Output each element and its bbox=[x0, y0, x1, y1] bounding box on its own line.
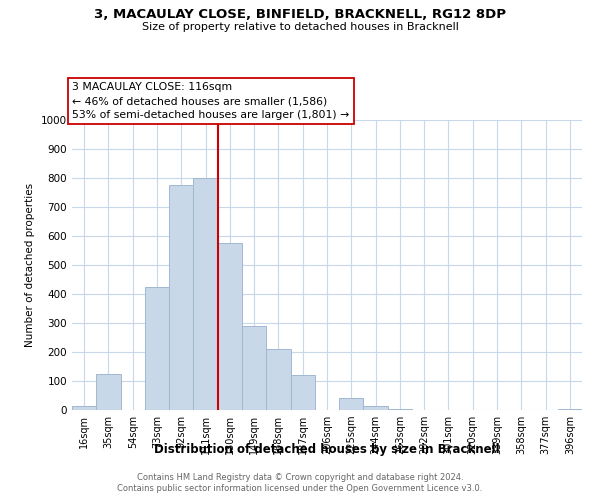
Bar bbox=[290, 375, 315, 410]
Text: 3, MACAULAY CLOSE, BINFIELD, BRACKNELL, RG12 8DP: 3, MACAULAY CLOSE, BINFIELD, BRACKNELL, … bbox=[94, 8, 506, 20]
Bar bbox=[145, 287, 169, 410]
Bar bbox=[96, 374, 121, 410]
Bar bbox=[364, 406, 388, 410]
Bar bbox=[266, 349, 290, 410]
Bar bbox=[169, 185, 193, 410]
Text: Contains public sector information licensed under the Open Government Licence v3: Contains public sector information licen… bbox=[118, 484, 482, 493]
Text: Size of property relative to detached houses in Bracknell: Size of property relative to detached ho… bbox=[142, 22, 458, 32]
Text: Contains HM Land Registry data © Crown copyright and database right 2024.: Contains HM Land Registry data © Crown c… bbox=[137, 472, 463, 482]
Bar bbox=[218, 244, 242, 410]
Bar bbox=[72, 406, 96, 410]
Bar bbox=[339, 398, 364, 410]
Text: Distribution of detached houses by size in Bracknell: Distribution of detached houses by size … bbox=[154, 442, 500, 456]
Bar bbox=[193, 178, 218, 410]
Bar bbox=[558, 408, 582, 410]
Y-axis label: Number of detached properties: Number of detached properties bbox=[25, 183, 35, 347]
Bar bbox=[388, 408, 412, 410]
Bar bbox=[242, 326, 266, 410]
Text: 3 MACAULAY CLOSE: 116sqm
← 46% of detached houses are smaller (1,586)
53% of sem: 3 MACAULAY CLOSE: 116sqm ← 46% of detach… bbox=[72, 82, 349, 120]
